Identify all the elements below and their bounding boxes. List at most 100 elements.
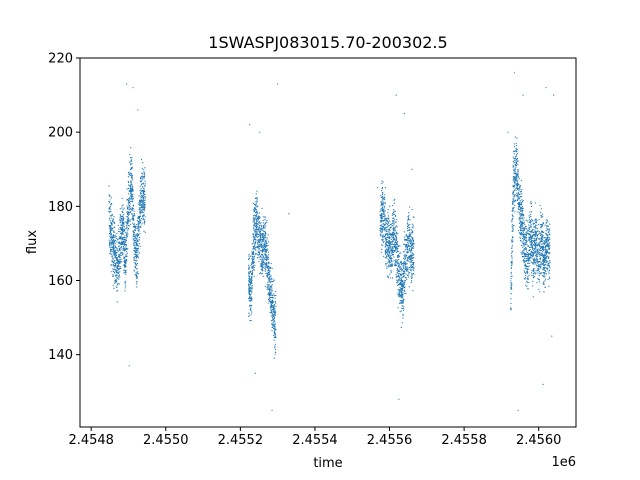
outlier-point <box>249 124 251 126</box>
data-point <box>143 178 145 180</box>
data-point <box>273 357 275 359</box>
data-point <box>130 187 132 189</box>
data-point <box>273 319 275 321</box>
data-point <box>129 200 131 203</box>
data-point <box>512 236 514 238</box>
data-point <box>523 247 526 250</box>
data-point <box>273 333 276 335</box>
outlier-point <box>517 409 519 411</box>
data-point <box>384 227 386 229</box>
data-point <box>255 249 257 251</box>
data-point <box>126 211 128 213</box>
data-point <box>544 278 547 280</box>
data-point <box>521 206 524 208</box>
data-point <box>535 270 537 272</box>
data-point <box>513 199 515 201</box>
data-point <box>383 197 385 199</box>
data-point <box>262 266 264 268</box>
data-point <box>121 224 123 227</box>
data-point <box>109 246 111 248</box>
data-point <box>534 230 537 233</box>
data-point <box>513 146 516 148</box>
data-point <box>511 226 513 228</box>
data-point <box>248 277 251 279</box>
data-point <box>118 259 120 261</box>
data-point <box>410 276 412 278</box>
data-point <box>403 257 405 260</box>
data-point <box>139 218 141 220</box>
data-point <box>253 233 255 235</box>
data-point <box>386 266 388 268</box>
data-point <box>254 264 256 266</box>
data-point <box>388 217 390 219</box>
data-point <box>270 315 272 317</box>
data-point <box>131 177 133 179</box>
data-point <box>267 288 270 291</box>
data-point <box>541 234 544 236</box>
data-point <box>141 168 143 170</box>
data-point <box>402 305 404 307</box>
data-point <box>256 218 259 220</box>
data-point <box>549 260 551 262</box>
x-axis-offset-label: 1e6 <box>551 455 576 470</box>
data-point <box>526 280 528 282</box>
data-point <box>117 282 119 285</box>
data-point <box>274 346 276 349</box>
data-point <box>525 234 527 236</box>
data-point <box>139 201 142 203</box>
data-point <box>126 233 128 235</box>
data-point <box>516 186 518 188</box>
data-point <box>402 300 404 303</box>
data-point <box>514 204 516 207</box>
data-point <box>543 281 545 283</box>
data-point <box>546 241 548 243</box>
data-point <box>537 268 539 270</box>
data-point <box>395 261 397 263</box>
data-point <box>511 265 513 267</box>
data-point <box>270 320 273 322</box>
data-point <box>511 223 513 226</box>
x-tick-label: 2.4558 <box>441 433 487 448</box>
data-point <box>269 312 271 314</box>
data-point <box>117 268 119 270</box>
data-point <box>260 268 263 270</box>
data-point <box>542 268 544 270</box>
data-point <box>409 241 411 243</box>
data-point <box>127 181 130 184</box>
data-point <box>385 252 387 254</box>
data-point <box>266 267 269 269</box>
data-point <box>111 256 113 258</box>
data-point <box>259 227 261 229</box>
data-point <box>136 223 138 226</box>
data-point <box>538 275 540 277</box>
data-point <box>389 233 391 235</box>
data-point <box>130 195 132 197</box>
data-point <box>124 290 126 292</box>
data-point <box>523 234 525 236</box>
data-point <box>403 280 405 282</box>
data-point <box>543 291 545 293</box>
data-point <box>411 247 413 250</box>
data-point <box>544 286 546 288</box>
data-point <box>395 239 398 241</box>
outlier-point <box>128 365 130 367</box>
data-point <box>254 217 256 219</box>
data-point <box>117 277 119 279</box>
data-point <box>541 225 543 227</box>
data-point <box>111 235 113 237</box>
data-point <box>519 207 522 209</box>
data-point <box>112 245 114 247</box>
data-point <box>250 281 253 283</box>
data-point <box>133 259 135 261</box>
data-point <box>257 234 259 236</box>
data-point <box>388 258 390 261</box>
data-point <box>255 239 257 241</box>
data-point <box>513 206 515 209</box>
data-point <box>268 277 270 279</box>
data-point <box>537 237 539 240</box>
data-point <box>137 247 139 249</box>
data-point <box>143 199 145 202</box>
data-point <box>510 282 512 284</box>
data-point <box>544 280 546 282</box>
data-point <box>381 221 383 223</box>
